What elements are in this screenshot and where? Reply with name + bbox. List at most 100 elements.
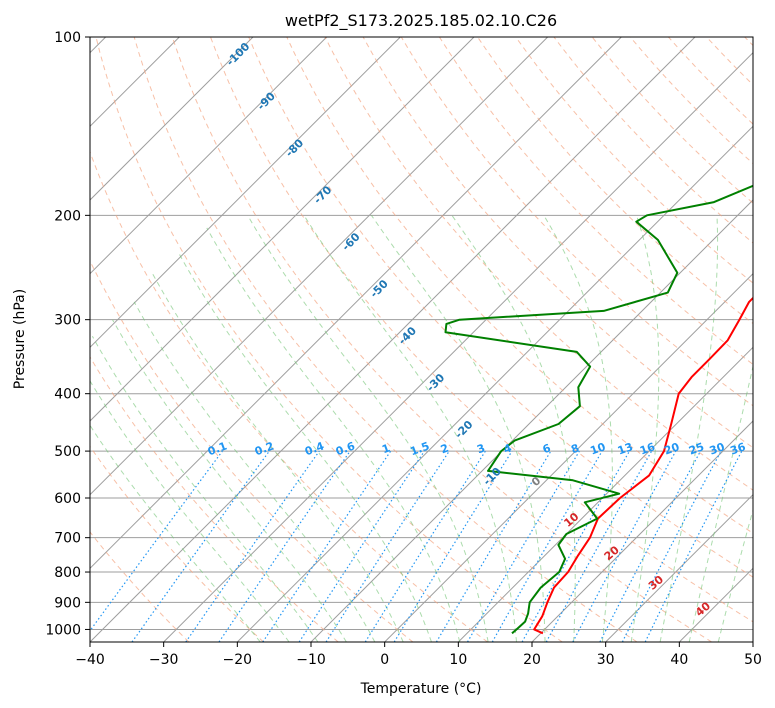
y-tick-label: 600 [54,491,81,507]
moist-adiabat-line [177,251,432,642]
mixing-ratio-line [545,450,653,642]
isotherm-line [236,125,753,642]
x-tick-label: −40 [75,652,105,668]
moist-adiabat-line [90,380,290,642]
x-axis-label: Temperature (°C) [360,681,482,697]
dry-adiabat-line [324,37,753,491]
moist-adiabat-line [91,336,319,642]
dry-adiabat-line [286,37,753,534]
moist-adiabat-line [206,227,461,642]
moist-adiabat-line [112,319,347,642]
moist-adiabat-line [717,508,753,642]
moist-adiabat-line [688,364,753,642]
y-tick-label: 500 [54,444,81,460]
dry-adiabat-line [362,37,753,449]
mixing-ratio-label: 0.6 [334,439,357,458]
mixing-ratio-line [298,450,425,642]
dry-adiabat-line [90,531,190,642]
mixing-ratio-label: 6 [541,441,553,456]
isotherm-line [90,37,401,349]
temperature-profile [533,296,753,635]
mixing-ratio-line [572,450,677,642]
y-tick-label: 400 [54,387,81,403]
mixing-ratio-line [325,450,450,642]
x-tick-label: 50 [744,652,762,668]
dry-adiabat-line [210,37,753,623]
moist-adiabat-line [247,215,489,642]
moist-adiabat-line [543,215,613,642]
moist-adiabat-line [659,215,719,642]
x-tick-label: −20 [223,652,253,668]
isotherm-line [90,37,696,642]
mixing-ratio-label: 4 [502,441,514,456]
dry-adiabat-line [438,37,753,365]
isotherm-line [531,420,753,642]
moist-adiabat-line [133,301,376,642]
background-lines [90,37,753,642]
x-tick-label: 10 [449,652,467,668]
x-tick-label: 30 [597,652,615,668]
mixing-ratio-line [131,450,270,642]
x-tick-label: −30 [149,652,179,668]
isotherm-line [90,37,328,275]
moist-adiabat-line [303,215,517,642]
y-tick-label: 200 [54,208,81,224]
moist-adiabat-line [90,424,261,642]
mixing-ratio-label: 30 [708,440,727,458]
mixing-ratio-line [218,450,351,642]
dry-adiabat-line [400,37,753,407]
mixing-ratio-label: 13 [616,440,635,457]
isotherm-line [163,51,753,642]
mixing-ratio-label: 0.2 [253,439,276,458]
moist-adiabat-line [370,215,546,642]
y-tick-label: 700 [54,531,81,547]
y-axis-ticks: 100 200 300 400 500 600 700 800 900 1000 [45,30,90,638]
mixing-ratio-line [185,450,320,642]
mixing-ratio-label: 36 [728,440,747,458]
moist-adiabat-line [451,215,576,642]
x-tick-label: 0 [380,652,389,668]
mixing-ratio-line [262,450,392,642]
mixing-ratio-line [521,450,631,642]
x-axis-ticks: −40 −30 −20 −10 0 10 20 30 40 50 [75,642,762,668]
mixing-ratio-label: 2 [439,441,451,456]
mixing-ratio-label: 16 [638,440,657,458]
isotherm-line [90,37,254,201]
isotherm-line [605,493,753,642]
isotherm-line [90,37,622,570]
mixing-ratio-label: 3 [475,441,487,456]
mixing-ratio-line [393,450,513,642]
mixing-ratio-label: 10 [588,440,607,458]
mixing-ratio-label: 25 [687,440,706,457]
mixing-ratio-label: 0.4 [303,439,326,458]
y-tick-label: 900 [54,595,81,611]
mixing-ratio-line [644,450,743,642]
y-tick-label: 1000 [45,622,81,638]
mixing-ratio-label: 0.1 [206,439,229,458]
isotherm-line [384,272,753,642]
y-tick-label: 300 [54,313,81,329]
moist-adiabat-line [630,215,660,642]
mixing-ratio-label: 8 [569,441,581,456]
profile-lines [444,184,753,635]
mixing-ratio-label: 1.5 [408,439,431,458]
dry-adiabat-line [95,37,563,642]
plot-frame [89,36,754,643]
dewpoint-profile [444,184,753,635]
y-tick-label: 800 [54,565,81,581]
isotherm-line [457,346,753,642]
x-tick-label: 40 [670,652,688,668]
mixing-ratio-label: 1 [380,441,392,456]
mixing-ratio-line [90,450,223,632]
isotherm-line [90,37,475,422]
dry-adiabat-line [90,355,339,642]
dry-adiabat-line [90,259,414,642]
dry-adiabat-line [248,37,753,578]
chart-title: wetPf2_S173.2025.185.02.10.C26 [285,11,557,31]
y-tick-label: 100 [54,30,81,46]
x-tick-label: 20 [523,652,541,668]
mixing-ratio-label: 20 [662,440,681,458]
y-axis-label: Pressure (hPa) [12,289,28,389]
